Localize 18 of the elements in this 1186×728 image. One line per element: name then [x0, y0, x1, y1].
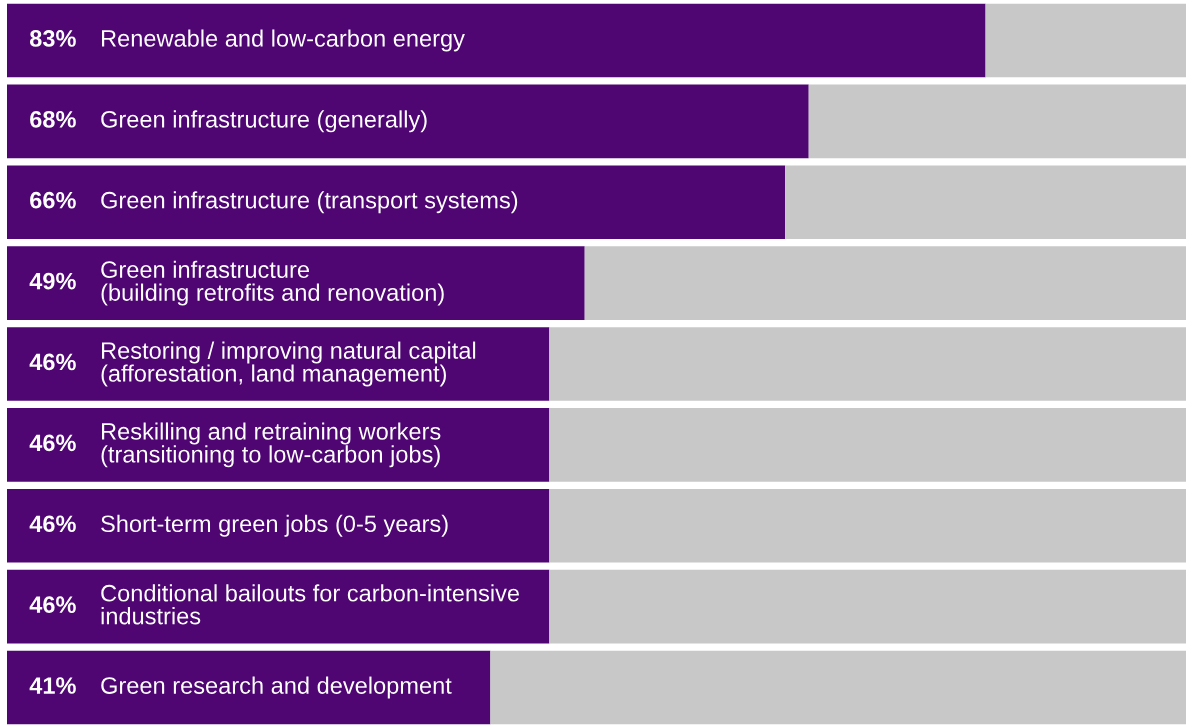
data-label: 66%	[30, 191, 76, 209]
data-label: 46%	[29, 596, 76, 613]
y-tick-label: Conditional bailouts for carbon-intensive industries	[101, 584, 519, 625]
y-tick-label: Reskilling and retraining workers (transitioning to low-carbon jobs)	[101, 422, 441, 468]
y-tick-label: Green infrastructure (generally)	[101, 110, 427, 133]
data-label: 46%	[29, 434, 76, 452]
data-label: 83%	[29, 30, 76, 47]
y-tick-label: Restoring / improving natural capital (afforestation, land management)	[101, 341, 476, 387]
data-label: 41%	[29, 677, 76, 694]
y-tick-label: Green infrastructure (transport systems)	[101, 191, 518, 214]
y-tick-label: Green infrastructure (building retrofits and renovation)	[101, 260, 444, 306]
y-tick-label: Green research and development	[101, 676, 452, 699]
data-label: 46%	[29, 353, 76, 371]
data-label: 46%	[29, 515, 76, 533]
y-tick-label: Short-term green jobs (0-5 years)	[101, 514, 448, 537]
data-label: 68%	[30, 110, 76, 128]
data-label: 49%	[29, 272, 76, 290]
y-tick-label: Renewable and low-carbon energy	[101, 29, 465, 52]
